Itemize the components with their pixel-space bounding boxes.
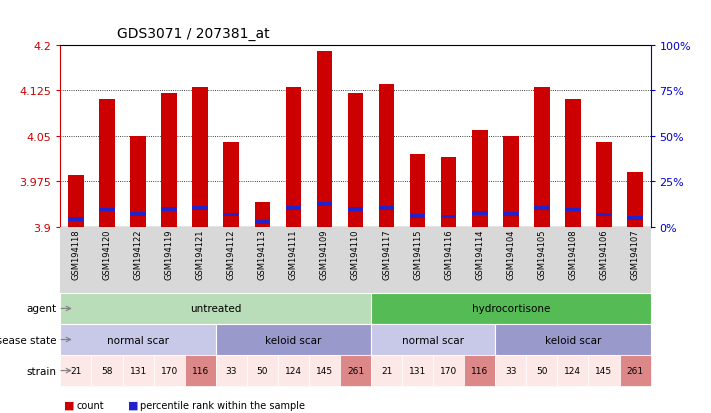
Bar	[130, 213, 146, 216]
Text: GSM194110: GSM194110	[351, 229, 360, 280]
Text: 116: 116	[191, 366, 209, 375]
Bar	[286, 88, 301, 227]
Text: 261: 261	[347, 366, 364, 375]
Text: normal scar: normal scar	[402, 335, 464, 345]
Text: 170: 170	[440, 366, 457, 375]
Text: GSM194122: GSM194122	[134, 229, 143, 280]
Text: GSM194112: GSM194112	[227, 229, 236, 280]
Text: GSM194111: GSM194111	[289, 229, 298, 280]
Text: ■: ■	[128, 400, 139, 410]
Bar	[503, 136, 518, 227]
Text: disease state: disease state	[0, 335, 57, 345]
Text: GSM194115: GSM194115	[413, 229, 422, 280]
Bar	[534, 207, 550, 211]
Text: 124: 124	[565, 366, 582, 375]
Text: GSM194114: GSM194114	[475, 229, 484, 280]
Text: 116: 116	[471, 366, 488, 375]
Text: GDS3071 / 207381_at: GDS3071 / 207381_at	[117, 27, 270, 41]
Text: GSM194120: GSM194120	[102, 229, 112, 280]
Text: GSM194118: GSM194118	[72, 229, 80, 280]
Text: ■: ■	[64, 400, 75, 410]
Bar	[316, 202, 332, 206]
Text: GSM194119: GSM194119	[165, 229, 173, 280]
Text: GSM194113: GSM194113	[258, 229, 267, 280]
Text: GSM194106: GSM194106	[599, 229, 609, 280]
Text: 21: 21	[70, 366, 82, 375]
Text: 21: 21	[381, 366, 392, 375]
Bar	[68, 217, 84, 221]
Bar	[410, 154, 425, 227]
Text: GSM194116: GSM194116	[444, 229, 453, 280]
Text: 170: 170	[161, 366, 178, 375]
Text: strain: strain	[27, 366, 57, 376]
Bar	[193, 88, 208, 227]
Text: GSM194109: GSM194109	[320, 229, 329, 280]
Bar	[627, 173, 643, 227]
Bar	[472, 130, 488, 227]
Bar	[379, 85, 395, 227]
Bar	[627, 217, 643, 221]
Text: 33: 33	[505, 366, 517, 375]
Text: hydrocortisone: hydrocortisone	[471, 304, 550, 314]
Bar	[379, 206, 395, 210]
Text: normal scar: normal scar	[107, 335, 169, 345]
Bar	[255, 203, 270, 227]
Bar	[255, 221, 270, 224]
Text: agent: agent	[27, 304, 57, 314]
Bar	[193, 207, 208, 211]
Bar	[503, 213, 518, 216]
Text: 50: 50	[536, 366, 547, 375]
Text: GSM194121: GSM194121	[196, 229, 205, 280]
Bar	[472, 212, 488, 216]
Text: 33: 33	[225, 366, 237, 375]
Bar	[130, 136, 146, 227]
Bar	[597, 142, 611, 227]
Bar	[348, 207, 363, 211]
Bar	[534, 88, 550, 227]
Text: GSM194105: GSM194105	[538, 229, 546, 280]
Bar	[161, 94, 177, 227]
Text: keloid scar: keloid scar	[265, 335, 321, 345]
Text: GSM194107: GSM194107	[631, 229, 639, 280]
Text: 131: 131	[129, 366, 146, 375]
Text: GSM194108: GSM194108	[568, 229, 577, 280]
Text: 145: 145	[316, 366, 333, 375]
Text: GSM194104: GSM194104	[506, 229, 515, 280]
Text: percentile rank within the sample: percentile rank within the sample	[140, 400, 305, 410]
Bar	[565, 100, 581, 227]
Text: 124: 124	[285, 366, 302, 375]
Bar	[161, 207, 177, 211]
Text: 145: 145	[595, 366, 613, 375]
Text: GSM194117: GSM194117	[382, 229, 391, 280]
Bar	[286, 207, 301, 211]
Text: keloid scar: keloid scar	[545, 335, 601, 345]
Bar	[441, 157, 456, 227]
Bar	[68, 176, 84, 227]
Text: 261: 261	[626, 366, 643, 375]
Bar	[100, 208, 114, 212]
Bar	[316, 52, 332, 227]
Bar	[597, 214, 611, 217]
Text: 58: 58	[101, 366, 113, 375]
Bar	[441, 215, 456, 219]
Bar	[223, 214, 239, 217]
Bar	[348, 94, 363, 227]
Text: count: count	[76, 400, 104, 410]
Bar	[100, 100, 114, 227]
Bar	[565, 208, 581, 212]
Text: 50: 50	[257, 366, 268, 375]
Text: 131: 131	[409, 366, 426, 375]
Bar	[410, 215, 425, 218]
Text: untreated: untreated	[190, 304, 242, 314]
Bar	[223, 142, 239, 227]
